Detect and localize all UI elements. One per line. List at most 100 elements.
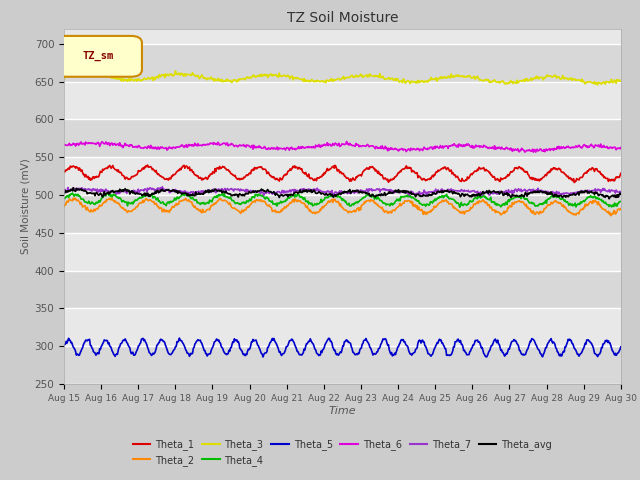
Bar [64,195,621,233]
Bar [64,309,621,346]
Theta_5 [70,345,78,351]
Line: Theta_avg: Theta_avg [64,188,621,199]
Theta_5 [259,354,267,360]
Theta_avg [71,188,79,194]
Theta_5 [175,335,183,341]
Bar [64,82,621,120]
Line: Theta_3: Theta_3 [64,71,621,85]
Theta_4 [185,191,193,197]
Theta_6 [617,145,625,151]
Theta_2 [70,197,78,203]
Theta_7 [70,186,78,192]
Theta_3 [185,72,193,77]
Bar [64,157,621,195]
Theta_5 [60,342,68,348]
Theta_6 [184,144,192,149]
Theta_6 [70,142,78,147]
Theta_3 [428,74,435,80]
Theta_4 [411,196,419,202]
Theta_5 [185,350,193,356]
Theta_7 [60,188,68,194]
Theta_2 [428,209,435,215]
Theta_3 [411,79,419,85]
Theta_5 [428,352,436,358]
Theta_7 [159,184,166,190]
Theta_6 [529,149,537,155]
Theta_7 [412,191,419,197]
Theta_4 [617,199,625,204]
Theta_2 [60,204,68,209]
Theta_2 [71,195,79,201]
Theta_2 [607,213,614,218]
Theta_avg [70,185,77,191]
Text: TZ_sm: TZ_sm [83,51,114,61]
Theta_2 [185,197,193,203]
Theta_1 [411,170,419,176]
Theta_4 [456,204,463,210]
Bar [64,346,621,384]
Theta_6 [411,146,419,152]
Theta_6 [60,142,68,147]
Theta_4 [428,199,435,204]
Theta_4 [60,195,68,201]
Bar [64,120,621,157]
Theta_6 [127,142,135,148]
Theta_avg [60,190,68,196]
Theta_avg [185,193,193,199]
Theta_3 [172,68,179,74]
Bar [64,44,621,82]
Theta_3 [60,76,68,82]
Line: Theta_4: Theta_4 [64,193,621,207]
Theta_5 [617,344,625,350]
Theta_2 [128,208,136,214]
Bar [64,271,621,309]
Theta_3 [214,76,222,82]
Theta_1 [570,180,578,185]
Theta_6 [428,144,435,150]
Theta_7 [428,190,436,195]
Theta_4 [71,192,79,198]
Theta_1 [185,165,193,171]
Theta_7 [617,190,625,196]
Theta_1 [70,164,78,169]
Theta_avg [605,196,613,202]
Theta_2 [411,203,419,209]
Theta_6 [214,142,221,148]
Theta_3 [617,78,625,84]
Theta_3 [127,76,135,82]
Theta_1 [60,168,68,174]
Theta_6 [343,139,351,144]
Theta_7 [185,190,193,196]
X-axis label: Time: Time [328,406,356,416]
Theta_3 [70,72,78,78]
Line: Theta_2: Theta_2 [64,198,621,216]
Theta_1 [144,162,152,168]
Theta_5 [127,351,135,357]
Theta_avg [617,192,625,197]
Theta_1 [428,176,435,182]
Line: Theta_7: Theta_7 [64,187,621,195]
Theta_2 [617,206,625,212]
Theta_avg [411,192,419,197]
Theta_1 [214,165,222,171]
Theta_1 [617,170,625,176]
Theta_4 [68,190,76,196]
Bar [64,233,621,271]
Theta_5 [412,347,419,352]
Y-axis label: Soil Moisture (mV): Soil Moisture (mV) [20,158,30,254]
Legend: Theta_1, Theta_2, Theta_3, Theta_4, Theta_5, Theta_6, Theta_7, Theta_avg: Theta_1, Theta_2, Theta_3, Theta_4, Thet… [129,435,556,469]
Theta_7 [127,188,135,193]
Theta_7 [214,187,222,192]
Line: Theta_1: Theta_1 [64,165,621,182]
Title: TZ Soil Moisture: TZ Soil Moisture [287,11,398,25]
Theta_avg [428,192,435,198]
Theta_4 [214,192,222,198]
Theta_avg [128,188,136,193]
Theta_1 [127,174,135,180]
Theta_4 [128,200,136,205]
Line: Theta_5: Theta_5 [64,338,621,357]
Theta_avg [214,188,222,193]
Theta_2 [214,198,222,204]
Theta_3 [594,82,602,88]
Theta_5 [214,338,222,344]
